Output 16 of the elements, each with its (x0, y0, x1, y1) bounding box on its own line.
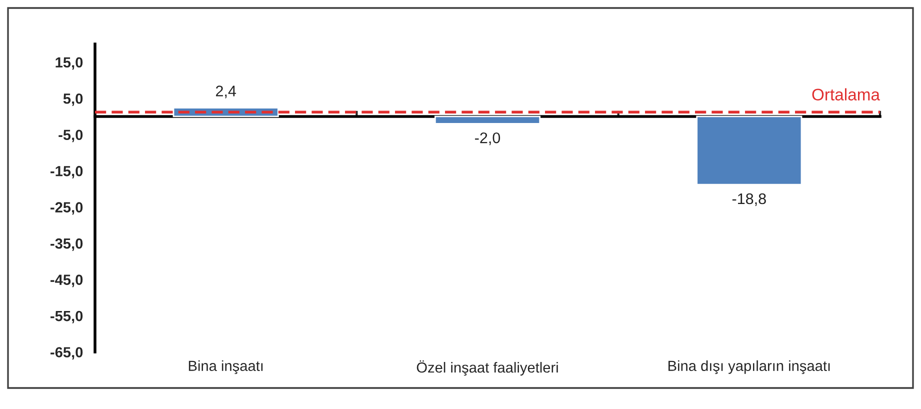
ref-line-label: Ortalama (812, 88, 880, 100)
x-tick-label: Bina inşaatı (188, 360, 263, 374)
y-tick-label: -15,0 (50, 166, 83, 178)
data-label: 2,4 (216, 86, 236, 98)
y-tick-label: -35,0 (50, 238, 83, 251)
y-tick-label: 15,0 (56, 57, 83, 70)
x-tick-label: Bina dışı yapıların inşaatı (668, 360, 830, 374)
data-label: -18,8 (732, 193, 766, 206)
y-tick-label: 5,0 (63, 93, 83, 106)
data-label: -2,0 (475, 132, 500, 146)
y-tick-label: -5,0 (58, 130, 83, 142)
x-tick-label: Özel inşaat faaliyetleri (416, 360, 558, 376)
y-tick-label: -25,0 (50, 202, 83, 215)
y-tick-label: -65,0 (50, 347, 83, 360)
y-tick-label: -55,0 (50, 310, 83, 324)
y-tick-label: -45,0 (50, 274, 83, 288)
